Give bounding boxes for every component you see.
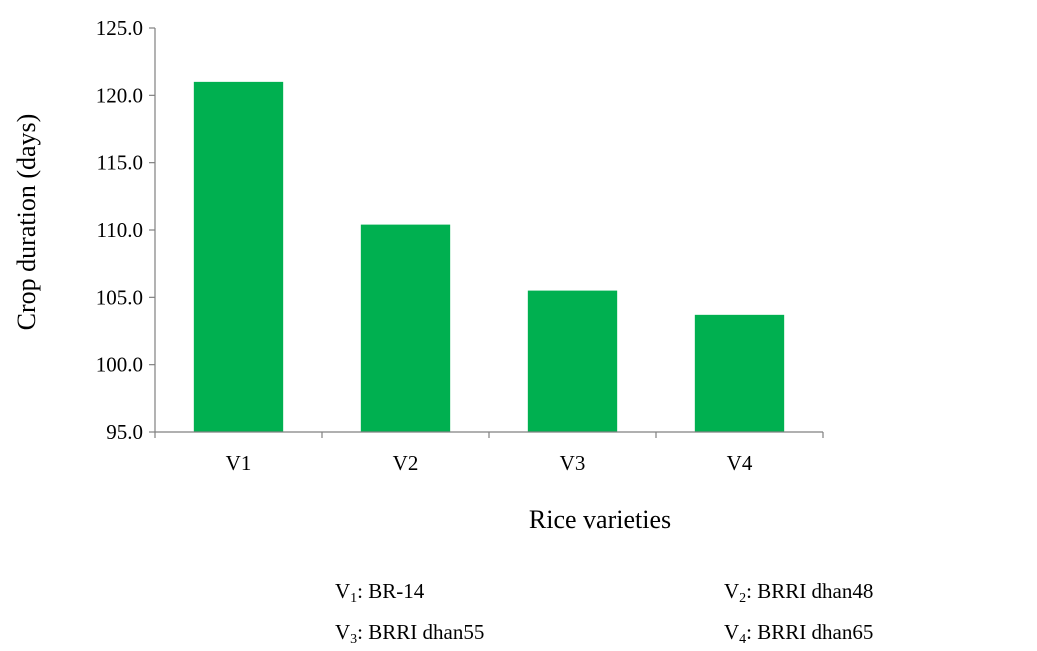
legend-note-v4: V4: BRRI dhan65 [724,620,874,647]
legend-note-v3: V3: BRRI dhan55 [335,620,485,647]
note-letter: V [724,620,740,644]
x-axis-title: Rice varieties [529,505,671,534]
note-text: : BRRI dhan65 [746,620,874,644]
bar-v1 [193,81,284,432]
y-tick-label: 120.0 [96,83,143,107]
bar-v2 [360,224,451,432]
y-tick-label: 110.0 [97,218,143,242]
note-letter: V [335,620,351,644]
bar-v3 [527,290,618,432]
x-tick-label: V3 [560,451,586,475]
bar-v4 [694,314,785,432]
y-tick-label: 115.0 [97,151,143,175]
y-axis-ticks: 95.0 100.0 105.0 110.0 115.0 120.0 125.0 [96,16,155,444]
x-tick-label: V4 [727,451,753,475]
note-letter: V [335,579,351,603]
note-index: 2 [739,591,747,606]
y-tick-label: 105.0 [96,285,143,309]
bars [193,81,785,432]
y-tick-label: 125.0 [96,16,143,40]
note-letter: V [724,579,740,603]
y-tick-label: 100.0 [96,353,143,377]
note-text: : BRRI dhan55 [357,620,485,644]
x-tick-label: V2 [393,451,419,475]
note-text: : BRRI dhan48 [746,579,874,603]
legend-note-v1: V1: BR-14 [335,579,425,606]
note-text: : BR-14 [357,579,425,603]
x-axis-ticks: V1 V2 V3 V4 [154,432,824,475]
y-tick-label: 95.0 [106,420,143,444]
y-axis-title: Crop duration (days) [12,114,41,331]
x-tick-label: V1 [226,451,252,475]
note-index: 4 [739,632,747,647]
note-index: 1 [350,591,358,606]
legend-note-v2: V2: BRRI dhan48 [724,579,874,606]
note-index: 3 [350,632,358,647]
